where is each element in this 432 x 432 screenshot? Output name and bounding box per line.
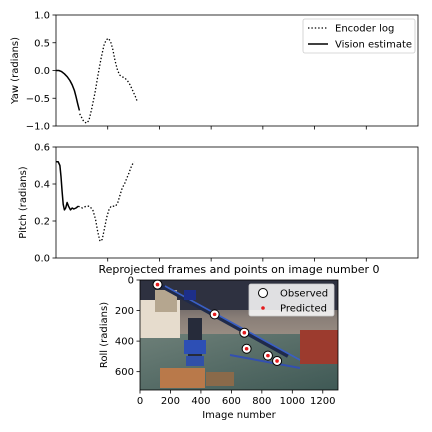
x-tick-label: 800 [252,396,271,407]
predicted-point [212,312,217,317]
pitch-x-ticks [107,258,367,262]
y-tick-label: 0.0 [34,66,50,77]
pitch-panel: 0.6 0.4 0.2 0.0 Pitch (radians) [18,143,419,265]
y-tick-label: 0.2 [34,217,50,228]
y-tick-label: 600 [115,367,134,378]
pitch-y-axis-label: Pitch (radians) [18,166,29,238]
y-tick-label: 0.6 [34,143,50,154]
y-tick-label: 1.0 [34,11,50,22]
image-axes-frame [139,279,339,391]
image-legend: Observed Predicted [248,283,335,317]
x-tick-label: 1000 [280,396,305,407]
image-x-ticks: 0 200 400 600 800 1000 1200 [137,390,335,407]
yaw-legend-box [302,18,416,54]
encoder-log-line [78,161,135,242]
pitch-axes-frame [55,146,419,259]
predicted-point [275,359,279,363]
legend-marker-predicted [261,306,265,310]
x-tick-label: 1200 [310,396,335,407]
y-tick-label: 0.0 [34,254,50,265]
encoder-log-line [79,37,138,124]
y-tick-label: −0.5 [26,94,50,105]
predicted-point [244,346,249,351]
pitch-series [56,161,135,242]
yaw-y-ticks: 1.0 0.5 0.0 −0.5 −1.0 [26,11,56,133]
legend-marker-observed [258,288,268,298]
vision-estimate-line [56,161,79,211]
predicted-point [155,282,160,287]
image-y-ticks: 0 200 400 600 [115,276,140,378]
yaw-y-axis-label: Yaw (radians) [10,37,21,105]
x-tick-label: 0 [137,396,143,407]
image-x-axis-label: Image number [202,410,276,421]
x-tick-label: 200 [161,396,180,407]
image-legend-box [248,283,335,317]
image-panel-title: Reprojected frames and points on image n… [98,263,379,276]
y-tick-label: 0 [128,276,134,287]
predicted-point [266,353,270,358]
image-panel: Reprojected frames and points on image n… [98,263,379,421]
legend-label-predicted: Predicted [280,304,327,315]
image-y-axis-label: Roll (radians) [99,302,110,368]
yaw-panel: 1.0 0.5 0.0 −0.5 −1.0 Yaw (radians) Encoder … [10,11,419,133]
x-tick-label: 400 [191,396,210,407]
yaw-x-ticks [107,126,367,130]
yaw-legend: Encoder log Vision estimate [302,18,416,54]
y-tick-label: 0.5 [34,38,50,49]
image-points [152,279,283,366]
legend-label-encoder-log: Encoder log [335,24,394,35]
vision-estimate-line [56,69,81,111]
yaw-series [56,37,138,124]
y-tick-label: 200 [115,306,134,317]
y-tick-label: 400 [115,337,134,348]
pitch-y-ticks: 0.6 0.4 0.2 0.0 [34,143,56,265]
y-tick-label: 0.4 [34,180,50,191]
predicted-point [242,330,247,335]
legend-label-observed: Observed [280,289,328,300]
legend-label-vision-estimate: Vision estimate [335,40,412,51]
x-tick-label: 600 [222,396,241,407]
y-tick-label: −1.0 [26,122,50,133]
